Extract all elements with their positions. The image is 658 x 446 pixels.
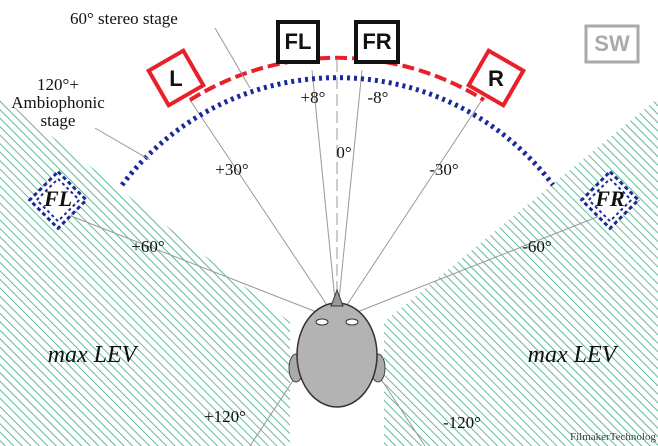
left-zone <box>0 96 290 446</box>
head <box>289 290 385 407</box>
angle-label: -60° <box>522 237 551 256</box>
angle-label: +30° <box>215 160 248 179</box>
speaker-label: L <box>169 66 182 91</box>
ambio-label: stage <box>41 111 76 130</box>
angle-label: +60° <box>131 237 164 256</box>
angle-label: -120° <box>443 413 481 432</box>
ambio-label: 120°+ <box>37 75 79 94</box>
angle-label: 0° <box>336 143 351 162</box>
angle-label: -8° <box>368 88 389 107</box>
pointer <box>95 128 150 160</box>
zone-label: max LEV <box>528 342 619 368</box>
angle-label: -30° <box>429 160 458 179</box>
speaker-label: R <box>488 66 504 91</box>
speaker-label: FL <box>285 29 312 54</box>
speaker-label: SW <box>594 31 630 56</box>
speaker-label: FR <box>594 186 624 211</box>
angle-label: +8° <box>301 88 326 107</box>
right-zone <box>384 98 658 446</box>
zone-label: max LEV <box>48 342 139 368</box>
stereo-stage-label: 60° stereo stage <box>70 9 178 28</box>
angle-label: +120° <box>204 407 246 426</box>
diagram: L R FL FR SW FL FR 60° stereo stage 120°… <box>0 0 658 446</box>
pointer <box>215 28 250 88</box>
speaker-label: FL <box>43 186 72 211</box>
ambio-label: Ambiophonic <box>11 93 105 112</box>
speaker-label: FR <box>362 29 391 54</box>
watermark: FilmakerTechnolog <box>570 431 656 443</box>
